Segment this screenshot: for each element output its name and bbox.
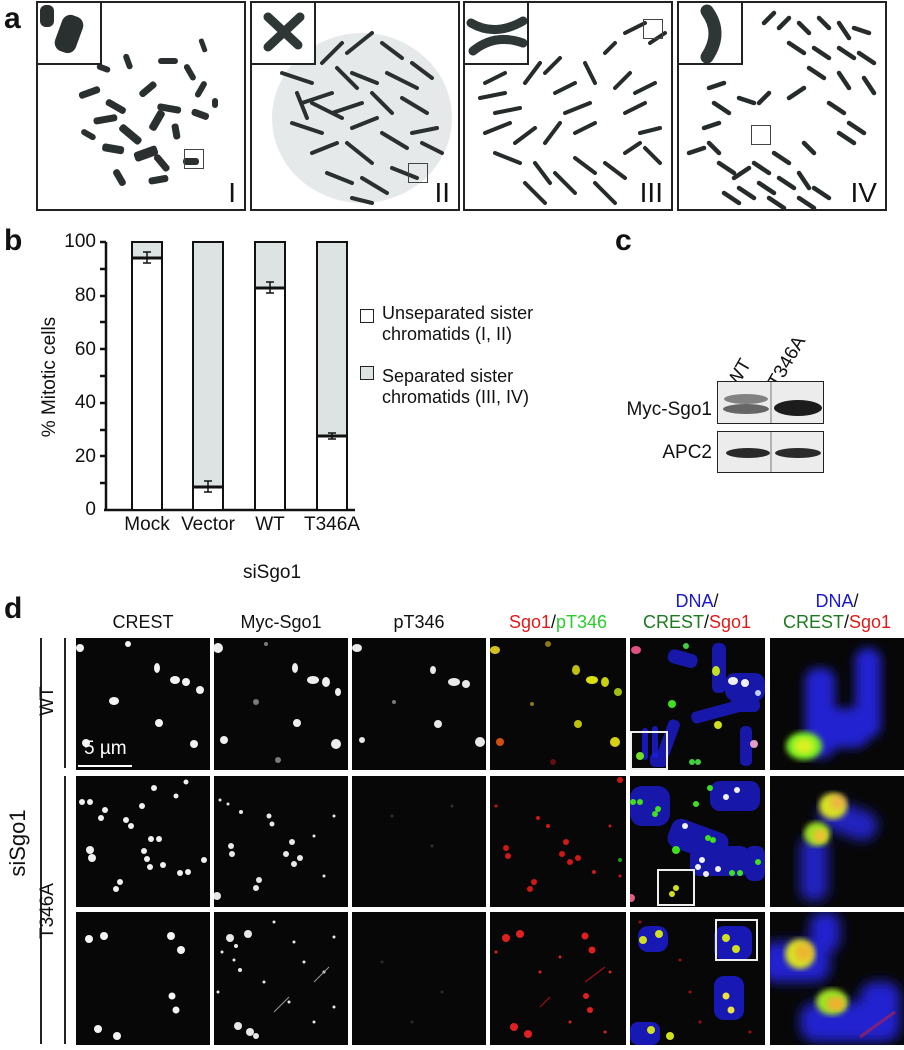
panel-label: II bbox=[434, 177, 450, 208]
row-label-t346a: T346A bbox=[37, 883, 58, 939]
panel-c-letter: c bbox=[615, 224, 632, 257]
micrograph-wt-dna-crest-sgo1-merge bbox=[630, 638, 765, 770]
selection-box bbox=[751, 125, 771, 145]
micrograph-t346a-pt346-1 bbox=[352, 776, 486, 907]
spread-panel-IV: IV bbox=[677, 1, 887, 211]
micrograph-t346a-zoom-1 bbox=[770, 776, 904, 907]
scale-bar-label: 5 µm bbox=[84, 738, 127, 759]
x-category-label: WT bbox=[255, 514, 285, 535]
stacked-bar-chart bbox=[100, 240, 355, 512]
x-category-label: Vector bbox=[181, 514, 235, 535]
legend-label-separated: Separated sister chromatids (III, IV) bbox=[382, 366, 530, 407]
zoom-region-box bbox=[715, 919, 758, 961]
micrograph-t346a-sgo1-pt346-merge-1 bbox=[490, 776, 626, 907]
micrograph-t346a-zoom-2 bbox=[770, 912, 904, 1045]
micrograph-wt-myc-sgo1 bbox=[214, 638, 348, 770]
zoom-region-box bbox=[630, 731, 668, 770]
micrograph-t346a-sgo1-pt346-merge-2 bbox=[490, 912, 626, 1045]
blot-row-label-apc2: APC2 bbox=[662, 442, 712, 463]
micrograph-wt-pt346 bbox=[352, 638, 486, 770]
selection-box bbox=[643, 19, 663, 39]
bracket-label: siSgo1 bbox=[242, 562, 302, 583]
western-blot-apc2 bbox=[717, 431, 824, 473]
western-blot-myc-sgo1 bbox=[717, 381, 824, 424]
column-header-pt346: pT346 bbox=[393, 612, 445, 632]
column-header-dna-crest-sgo1: DNA/ CREST/Sgo1 bbox=[642, 591, 752, 632]
micrograph-wt-crest: 5 µm bbox=[76, 638, 210, 770]
group-bracket-line bbox=[40, 638, 42, 1044]
magnified-inset bbox=[465, 3, 529, 65]
legend-label-unseparated: Unseparated sister chromatids (I, II) bbox=[382, 303, 534, 344]
panel-label: III bbox=[639, 177, 663, 208]
selection-box bbox=[184, 149, 204, 169]
legend-swatch-separated bbox=[360, 366, 374, 380]
micrograph-wt-zoom bbox=[770, 638, 904, 770]
row-label-wt: WT bbox=[37, 686, 58, 716]
chromosome-spread-image bbox=[686, 10, 877, 209]
zoom-region-box bbox=[657, 869, 695, 906]
micrograph-t346a-dna-crest-sgo1-merge-1 bbox=[630, 776, 765, 907]
chromosome-spread-image bbox=[272, 31, 452, 205]
y-tick: 0 bbox=[85, 499, 96, 520]
micrograph-t346a-crest-2 bbox=[76, 912, 210, 1045]
panel-b-letter: b bbox=[4, 224, 23, 257]
chromosome-spread-image bbox=[78, 38, 218, 186]
panel-label: I bbox=[228, 177, 236, 208]
column-header-myc-sgo1: Myc-Sgo1 bbox=[240, 612, 322, 632]
y-tick: 20 bbox=[74, 446, 96, 467]
blot-row-label-myc-sgo1: Myc-Sgo1 bbox=[626, 399, 712, 420]
micrograph-t346a-myc-sgo1-1 bbox=[214, 776, 348, 907]
x-category-label: T346A bbox=[304, 514, 360, 535]
micrograph-wt-sgo1-pt346-merge bbox=[490, 638, 626, 770]
y-tick: 40 bbox=[74, 392, 96, 413]
y-tick: 100 bbox=[64, 231, 96, 252]
magnified-inset bbox=[252, 3, 316, 65]
selection-box bbox=[408, 163, 428, 183]
column-header-sgo1-pt346: Sgo1/pT346 bbox=[508, 612, 608, 632]
row-bracket-line-wt bbox=[64, 638, 66, 768]
spread-panel-III: III bbox=[463, 1, 673, 211]
legend-swatch-unseparated bbox=[360, 309, 374, 323]
x-category-label: Mock bbox=[124, 514, 170, 535]
group-label-sisgo1: siSgo1 bbox=[5, 809, 30, 877]
spread-panel-II: II bbox=[250, 1, 460, 211]
column-header-crest: CREST bbox=[112, 612, 174, 632]
magnified-inset bbox=[679, 3, 743, 65]
micrograph-t346a-myc-sgo1-2 bbox=[214, 912, 348, 1045]
y-tick: 80 bbox=[74, 285, 96, 306]
column-header-dna-crest-sgo1-zoom: DNA/ CREST/Sgo1 bbox=[782, 591, 892, 632]
scale-bar bbox=[78, 765, 132, 767]
magnified-inset bbox=[38, 3, 102, 65]
panel-a-letter: a bbox=[4, 2, 21, 35]
micrograph-t346a-dna-crest-sgo1-merge-2 bbox=[630, 912, 765, 1045]
micrograph-t346a-crest-1 bbox=[76, 776, 210, 907]
row-bracket-line-t346a bbox=[64, 776, 66, 1044]
spread-panel-I: I bbox=[36, 1, 246, 211]
micrograph-t346a-pt346-2 bbox=[352, 912, 486, 1045]
panel-d-letter: d bbox=[4, 592, 23, 625]
panel-label: IV bbox=[850, 177, 877, 208]
y-tick: 60 bbox=[74, 339, 96, 360]
